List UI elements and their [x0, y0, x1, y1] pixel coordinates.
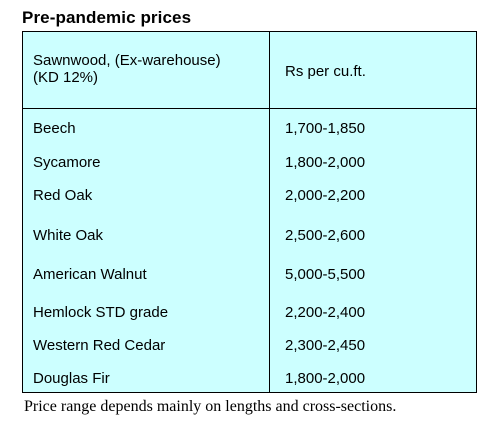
table-row-price: 1,800-2,000	[285, 154, 366, 171]
header-price-unit: Rs per cu.ft.	[285, 63, 366, 80]
table-row-species: American Walnut	[33, 266, 147, 283]
header-sawnwood-line2: (KD 12%)	[33, 69, 99, 86]
table-row-species: Sycamore	[33, 154, 101, 171]
header-sawnwood: Sawnwood, (Ex-warehouse) (KD 12%)	[33, 52, 221, 86]
page-title: Pre-pandemic prices	[22, 8, 192, 27]
footnote: Price range depends mainly on lengths an…	[24, 398, 397, 415]
table-row-price: 5,000-5,500	[285, 266, 366, 283]
table-row-price: 2,200-2,400	[285, 304, 366, 321]
column-divider	[269, 32, 270, 392]
table-row-species: Western Red Cedar	[33, 337, 166, 354]
table-header-row: Sawnwood, (Ex-warehouse) (KD 12%) Rs per…	[23, 32, 476, 109]
table-row-price: 1,700-1,850	[285, 120, 366, 137]
table-row-price: 2,300-2,450	[285, 337, 366, 354]
table-row-species: Hemlock STD grade	[33, 304, 169, 321]
price-table: Sawnwood, (Ex-warehouse) (KD 12%) Rs per…	[22, 31, 477, 393]
table-row-species: Red Oak	[33, 187, 93, 204]
table-row-species: White Oak	[33, 227, 104, 244]
table-row-price: 1,800-2,000	[285, 370, 366, 387]
table-row-price: 2,000-2,200	[285, 187, 366, 204]
table-row-species: Beech	[33, 120, 76, 137]
table-row-price: 2,500-2,600	[285, 227, 366, 244]
table-row-species: Douglas Fir	[33, 370, 110, 387]
header-sawnwood-line1: Sawnwood, (Ex-warehouse)	[33, 52, 221, 69]
